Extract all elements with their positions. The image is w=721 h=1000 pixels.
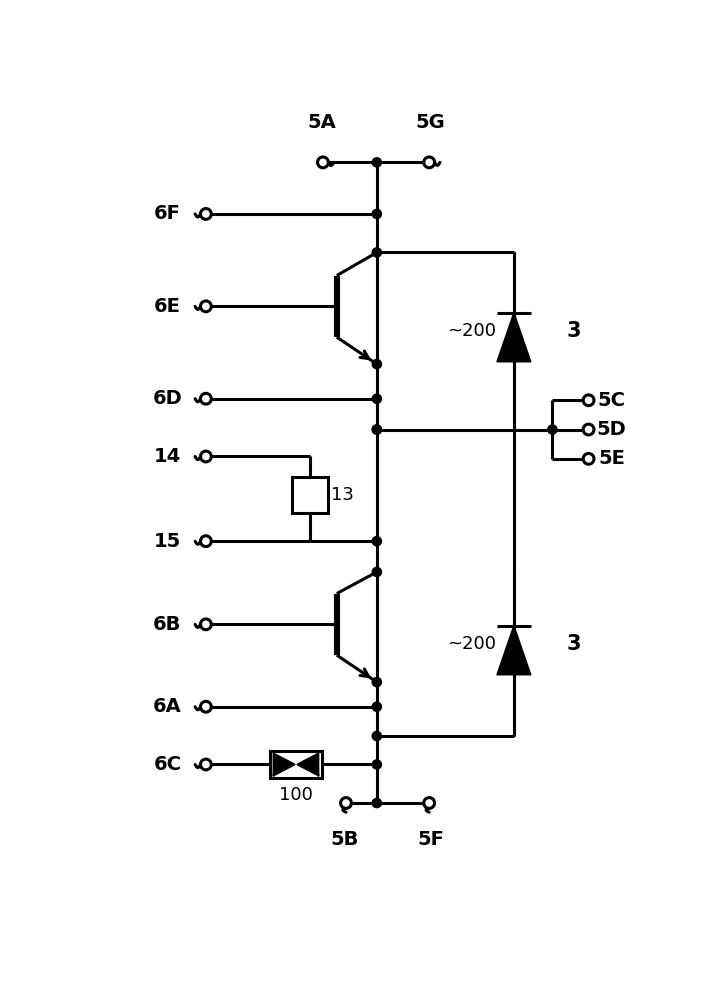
Circle shape — [548, 425, 557, 434]
Circle shape — [372, 359, 381, 369]
Text: 6D: 6D — [153, 389, 182, 408]
Text: 3: 3 — [567, 634, 581, 654]
Circle shape — [340, 798, 351, 808]
Text: 6A: 6A — [153, 697, 182, 716]
Circle shape — [372, 677, 381, 687]
Circle shape — [372, 760, 381, 769]
Circle shape — [317, 157, 328, 168]
Circle shape — [200, 301, 211, 312]
Circle shape — [424, 157, 435, 168]
Text: 6C: 6C — [154, 755, 182, 774]
Text: 13: 13 — [332, 486, 354, 504]
Circle shape — [372, 537, 381, 546]
Circle shape — [200, 451, 211, 462]
Text: 5A: 5A — [307, 113, 336, 132]
Circle shape — [200, 536, 211, 547]
Circle shape — [372, 209, 381, 219]
Text: 5F: 5F — [417, 830, 444, 849]
Circle shape — [372, 567, 381, 577]
Text: 5G: 5G — [416, 113, 446, 132]
Circle shape — [200, 701, 211, 712]
Text: 5E: 5E — [598, 449, 625, 468]
Circle shape — [372, 425, 381, 434]
Circle shape — [372, 248, 381, 257]
Text: 14: 14 — [154, 447, 181, 466]
Circle shape — [372, 158, 381, 167]
Text: 5B: 5B — [330, 830, 358, 849]
Circle shape — [372, 702, 381, 711]
Polygon shape — [298, 754, 318, 775]
Circle shape — [424, 798, 435, 808]
Circle shape — [372, 798, 381, 808]
Text: 15: 15 — [154, 532, 181, 551]
Circle shape — [200, 619, 211, 630]
Circle shape — [583, 395, 594, 406]
Polygon shape — [497, 312, 531, 362]
Circle shape — [583, 424, 594, 435]
Text: 5D: 5D — [597, 420, 627, 439]
Text: ~200: ~200 — [447, 635, 496, 653]
Circle shape — [372, 394, 381, 403]
Circle shape — [200, 209, 211, 219]
Text: 100: 100 — [279, 786, 313, 804]
Circle shape — [372, 731, 381, 741]
Bar — [292, 477, 327, 513]
Text: 6E: 6E — [154, 297, 181, 316]
Text: 6F: 6F — [154, 204, 181, 223]
Text: 5C: 5C — [598, 391, 626, 410]
Circle shape — [200, 393, 211, 404]
Circle shape — [200, 759, 211, 770]
Circle shape — [372, 425, 381, 434]
Text: 6B: 6B — [153, 615, 182, 634]
Text: ~200: ~200 — [447, 322, 496, 340]
Circle shape — [583, 453, 594, 464]
Bar — [270, 751, 322, 778]
Polygon shape — [497, 626, 531, 675]
Text: 3: 3 — [567, 321, 581, 341]
Polygon shape — [274, 754, 294, 775]
